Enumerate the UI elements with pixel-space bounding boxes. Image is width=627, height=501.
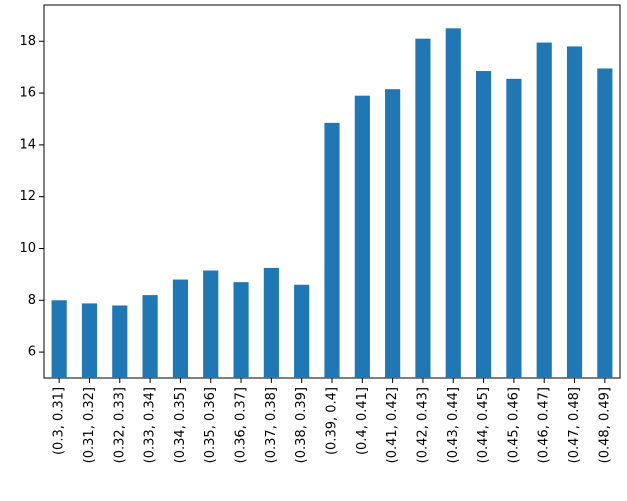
y-tick-label: 8	[28, 293, 36, 308]
x-tick-label: (0.45, 0.46]	[506, 387, 521, 463]
bar	[506, 78, 522, 379]
y-tick-label: 18	[19, 34, 36, 49]
bar	[263, 267, 279, 378]
x-tick-label: (0.48, 0.49]	[597, 387, 612, 463]
y-tick-label: 10	[19, 241, 36, 256]
bar	[112, 305, 128, 378]
x-tick-label: (0.3, 0.31]	[52, 387, 67, 455]
x-tick-label: (0.33, 0.34]	[143, 387, 158, 463]
y-tick-label: 12	[19, 189, 36, 204]
bar	[536, 42, 552, 379]
x-tick-label: (0.32, 0.33]	[112, 387, 127, 463]
bar	[476, 71, 492, 378]
x-tick-label: (0.31, 0.32]	[82, 387, 97, 463]
bar	[354, 95, 370, 378]
x-tick-label: (0.43, 0.44]	[446, 387, 461, 463]
bar	[142, 295, 158, 378]
y-tick-label: 14	[19, 137, 36, 152]
bar	[597, 68, 613, 379]
bar	[203, 270, 219, 378]
x-tick-label: (0.47, 0.48]	[567, 387, 582, 463]
x-tick-label: (0.42, 0.43]	[415, 387, 430, 463]
x-tick-label: (0.36, 0.37]	[234, 387, 249, 463]
y-tick-label: 16	[19, 86, 36, 101]
bar	[294, 284, 310, 378]
bar	[566, 46, 583, 378]
x-tick-label: (0.35, 0.36]	[203, 387, 218, 463]
bar	[172, 279, 188, 378]
bar	[324, 122, 340, 378]
x-tick-label: (0.41, 0.42]	[385, 387, 400, 463]
y-tick-label: 6	[28, 345, 36, 360]
bar	[51, 300, 67, 378]
bar	[385, 89, 401, 379]
x-tick-label: (0.4, 0.41]	[355, 387, 370, 455]
x-tick-label: (0.46, 0.47]	[537, 387, 552, 463]
bar	[445, 28, 461, 378]
x-tick-label: (0.38, 0.39]	[294, 387, 309, 463]
bar	[233, 282, 249, 378]
x-tick-label: (0.39, 0.4]	[325, 387, 340, 455]
x-tick-label: (0.44, 0.45]	[476, 387, 491, 463]
x-tick-label: (0.34, 0.35]	[173, 387, 188, 463]
bar	[81, 303, 98, 378]
bar	[415, 38, 431, 378]
x-tick-label: (0.37, 0.38]	[264, 387, 279, 463]
